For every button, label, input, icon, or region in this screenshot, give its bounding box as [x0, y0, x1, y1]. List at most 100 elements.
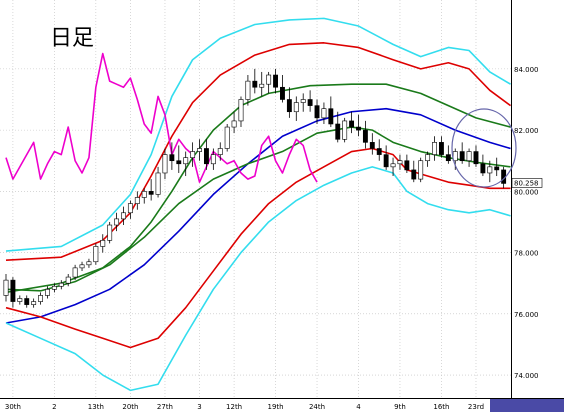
indicator-line-0	[5, 17, 511, 252]
candle-down	[480, 163, 486, 174]
candle-down	[494, 166, 500, 171]
candle-up	[162, 154, 168, 174]
candle-up	[425, 154, 431, 162]
candle-down	[356, 126, 361, 131]
candle-down	[148, 191, 154, 195]
x-tick-label: 16th	[433, 403, 449, 411]
y-tick-label: 80.000	[514, 188, 539, 196]
indicator-line-3	[5, 107, 511, 324]
candle-down	[411, 169, 417, 180]
candle-down	[252, 80, 258, 88]
candle-down	[349, 120, 355, 128]
indicator-line-7	[5, 52, 318, 183]
candle-down	[286, 99, 292, 113]
candle-up	[100, 240, 106, 247]
x-tick-label: 13th	[88, 403, 104, 411]
candle-down	[376, 148, 382, 155]
candle-up	[93, 246, 99, 263]
candle-up	[224, 126, 230, 149]
y-tick-label: 78.000	[514, 250, 539, 258]
candle-down	[473, 151, 479, 165]
x-tick-label: 27th	[157, 403, 173, 411]
x-tick-label: 9th	[394, 403, 406, 411]
candle-up	[114, 218, 120, 226]
candle-up	[65, 276, 71, 284]
candle-up	[31, 301, 37, 305]
x-tick-label: 12th	[226, 403, 242, 411]
candle-up	[231, 120, 237, 128]
candle-down	[169, 154, 175, 162]
y-tick-label: 84.000	[514, 66, 539, 74]
candle-down	[335, 123, 341, 140]
x-tick-label: 20th	[122, 403, 138, 411]
highlight-circle	[451, 108, 517, 188]
candle-up	[45, 289, 50, 296]
candle-down	[176, 160, 182, 165]
candle-down	[307, 99, 313, 106]
x-tick-label: 4	[356, 403, 361, 411]
candle-down	[273, 74, 278, 88]
candle-down	[438, 142, 444, 155]
candle-up	[183, 157, 189, 165]
price-tag-box	[511, 178, 543, 188]
ytick-layer: 84.000 82.000 80.000 78.000 76.000 74.000	[514, 66, 539, 380]
candle-up	[342, 120, 348, 140]
candle-up	[155, 172, 161, 195]
candle-down	[203, 148, 209, 165]
x-tick-label: 30th	[5, 403, 21, 411]
candle-up	[127, 203, 133, 214]
candle-up	[321, 108, 327, 119]
indicator-line-4	[5, 126, 511, 292]
xtick-layer: 30th 2 13th 20th 27th 3 12th 19th 24th 4 9th 16th 23…	[5, 403, 484, 411]
candle-up	[293, 102, 299, 113]
candle-up	[300, 99, 306, 103]
candle-up	[134, 197, 140, 204]
candle-down	[362, 129, 368, 143]
x-tick-label: 3	[197, 403, 201, 411]
candle-up	[107, 224, 113, 241]
candle-up	[58, 282, 64, 287]
candle-down	[459, 151, 465, 162]
candle-up	[487, 166, 493, 174]
candle-up	[72, 267, 78, 278]
x-tick-label: 24th	[309, 403, 325, 411]
candle-up	[432, 142, 437, 155]
candle-down	[24, 298, 30, 305]
y-tick-label: 76.000	[514, 311, 539, 319]
chart-title: 日足	[50, 26, 94, 51]
candle-up	[390, 163, 396, 168]
x-tick-label: 23rd	[468, 403, 484, 411]
candle-down	[280, 86, 285, 100]
candle-up	[51, 285, 57, 290]
candle-up	[190, 151, 196, 158]
candle-up	[210, 154, 216, 165]
candle-down	[445, 154, 451, 162]
candle-up	[121, 212, 126, 220]
candle-down	[369, 142, 375, 149]
indicator-line-5	[5, 147, 511, 349]
candle-up	[141, 191, 147, 198]
y-tick-label: 74.000	[514, 372, 539, 380]
x-tick-label: 2	[52, 403, 56, 411]
y-tick-label: 82.000	[514, 127, 539, 135]
candle-up	[79, 264, 85, 269]
candle-down	[314, 105, 320, 119]
candle-up	[86, 261, 92, 266]
candle-down	[383, 154, 389, 168]
indicator-line-6	[5, 166, 511, 392]
candle-up	[397, 160, 403, 165]
candle-up	[245, 80, 251, 100]
candle-up	[238, 99, 244, 122]
candle-up	[466, 151, 472, 162]
candle-down	[328, 108, 334, 125]
candle-up	[217, 148, 223, 155]
axis-corner-bar	[490, 399, 564, 412]
candle-layer	[3, 68, 507, 308]
candle-up	[418, 160, 424, 180]
candle-up	[17, 298, 23, 302]
x-tick-label: 19th	[268, 403, 284, 411]
candle-down	[404, 160, 410, 171]
